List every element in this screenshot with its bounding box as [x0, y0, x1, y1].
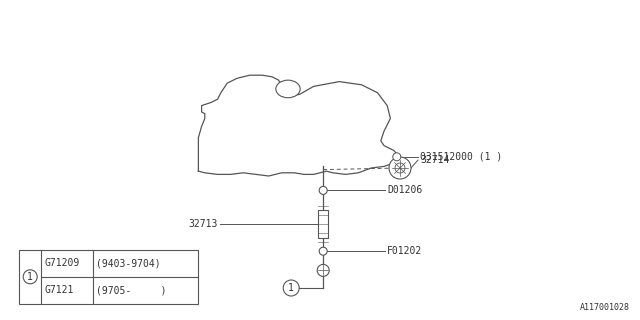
Text: 1: 1: [288, 283, 294, 293]
Ellipse shape: [276, 80, 300, 98]
Bar: [19, 250, 198, 304]
Text: G71209: G71209: [44, 258, 79, 268]
Text: 32713: 32713: [189, 219, 218, 229]
Text: 1: 1: [28, 272, 33, 282]
Text: D01206: D01206: [387, 185, 422, 196]
Circle shape: [283, 280, 300, 296]
Circle shape: [389, 157, 411, 179]
Text: (9705-     ): (9705- ): [96, 285, 166, 295]
Text: (9403-9704): (9403-9704): [96, 258, 161, 268]
Text: 32714: 32714: [420, 155, 449, 165]
Circle shape: [393, 153, 401, 161]
Circle shape: [319, 247, 327, 255]
Bar: [318, 210, 328, 238]
Circle shape: [395, 163, 405, 173]
Text: G7121: G7121: [44, 285, 74, 295]
Text: F01202: F01202: [387, 246, 422, 256]
Text: 031512000 (1 ): 031512000 (1 ): [420, 152, 502, 162]
Circle shape: [319, 186, 327, 194]
Text: A117001028: A117001028: [580, 303, 630, 312]
Circle shape: [23, 270, 37, 284]
Circle shape: [317, 264, 329, 276]
